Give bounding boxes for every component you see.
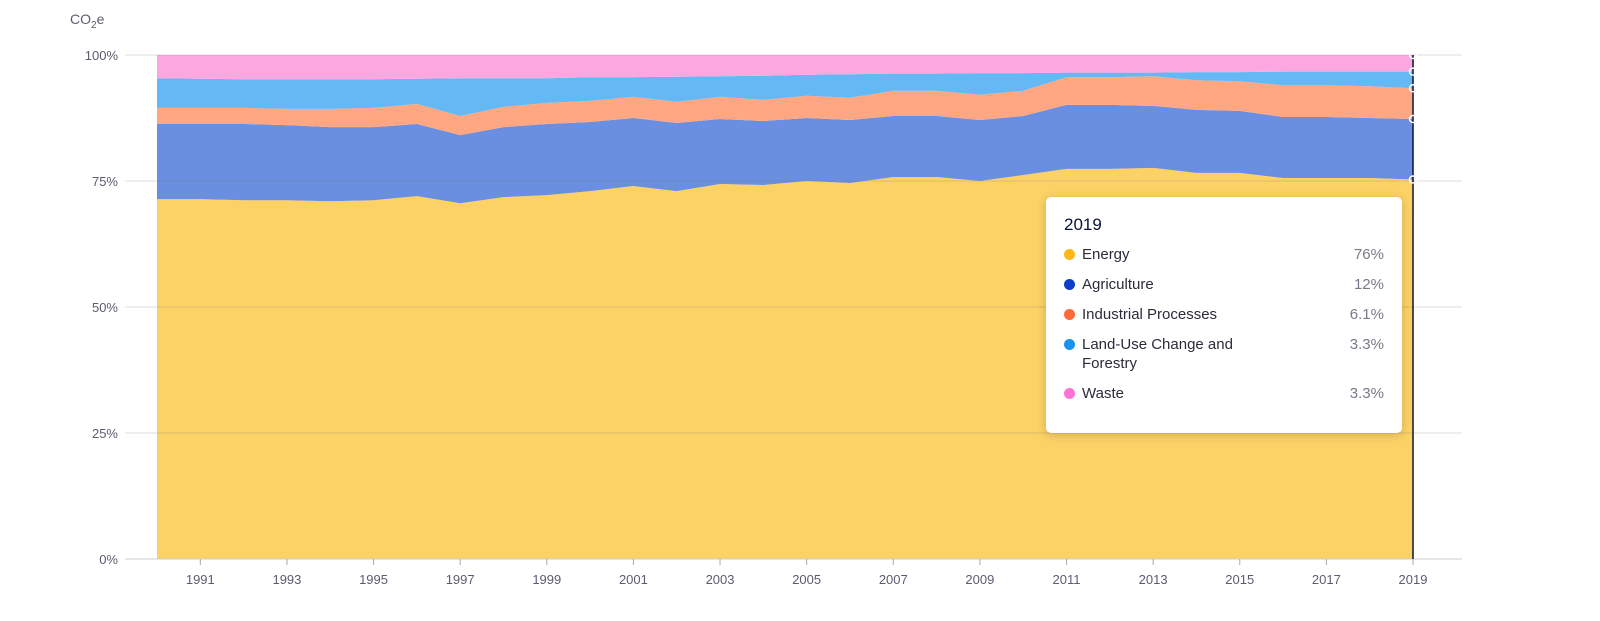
tooltip-series-value: 76% bbox=[1353, 246, 1384, 263]
hover-marker bbox=[1408, 114, 1418, 124]
tooltip-row: Waste 3.3% bbox=[1064, 384, 1384, 403]
tooltip-row: Industrial Processes 6.1% bbox=[1064, 305, 1384, 324]
hover-marker bbox=[1408, 50, 1418, 60]
legend-dot-icon bbox=[1064, 309, 1075, 320]
x-tick-label: 2017 bbox=[1312, 572, 1341, 587]
tooltip-series-name: Industrial Processes bbox=[1082, 306, 1218, 323]
legend-dot-icon bbox=[1064, 249, 1075, 260]
tooltip-row: Agriculture 12% bbox=[1064, 275, 1384, 294]
x-tick-label: 2009 bbox=[965, 572, 994, 587]
x-tick-label: 2003 bbox=[706, 572, 735, 587]
area-industrial-processes[interactable] bbox=[157, 76, 1413, 136]
hover-marker bbox=[1408, 175, 1418, 184]
x-tick-label: 2019 bbox=[1399, 572, 1428, 587]
x-tick-label: 2007 bbox=[879, 572, 908, 587]
hover-marker bbox=[1408, 84, 1418, 93]
x-tick-label: 2011 bbox=[1053, 572, 1081, 587]
tooltip-series-name: Agriculture bbox=[1082, 276, 1154, 293]
hover-marker bbox=[1408, 67, 1418, 76]
area-land-use-change-and-forestry[interactable] bbox=[157, 71, 1413, 116]
tooltip-series-name: Waste bbox=[1082, 385, 1124, 402]
legend-dot-icon bbox=[1064, 388, 1075, 399]
tooltip-year: 2019 bbox=[1064, 215, 1102, 234]
area-waste[interactable] bbox=[157, 55, 1413, 80]
x-tick-label: 2001 bbox=[619, 572, 648, 587]
y-axis-label: CO2e bbox=[70, 11, 105, 31]
x-tick-label: 2015 bbox=[1225, 572, 1254, 587]
x-tick-label: 1997 bbox=[446, 572, 475, 587]
tooltip: 2019 Energy 76% Agriculture 12% Industrial P… bbox=[1046, 197, 1402, 433]
tooltip-row: Energy 76% bbox=[1064, 245, 1384, 264]
legend-dot-icon bbox=[1064, 279, 1075, 290]
x-tick-label: 1993 bbox=[272, 572, 301, 587]
y-tick-label: 0% bbox=[99, 552, 118, 567]
legend-dot-icon bbox=[1064, 339, 1075, 350]
y-tick-label: 25% bbox=[92, 426, 118, 441]
x-tick-label: 2013 bbox=[1139, 572, 1168, 587]
y-tick-label: 50% bbox=[92, 300, 118, 315]
tooltip-series-name: Land-Use Change and Forestry bbox=[1082, 336, 1233, 372]
y-tick-label: 100% bbox=[85, 48, 119, 63]
y-axis: 0% 25% 50% 75% 100% bbox=[85, 48, 119, 567]
tooltip-series-name: Energy bbox=[1082, 246, 1130, 263]
x-tick-label: 2005 bbox=[792, 572, 821, 587]
tooltip-row: Land-Use Change and Forestry 3.3% bbox=[1064, 335, 1384, 373]
y-tick-label: 75% bbox=[92, 174, 118, 189]
x-axis: 1991 1993 1995 1997 1999 2001 2003 2005 2007 2009… bbox=[186, 559, 1428, 587]
x-tick-label: 1991 bbox=[186, 572, 215, 587]
tooltip-series-value: 3.3% bbox=[1349, 385, 1384, 402]
area-agriculture[interactable] bbox=[157, 104, 1413, 204]
tooltip-series-value: 6.1% bbox=[1349, 306, 1384, 323]
hover-line bbox=[1408, 50, 1418, 559]
tooltip-series-value: 3.3% bbox=[1349, 336, 1384, 353]
x-tick-label: 1995 bbox=[359, 572, 388, 587]
tooltip-series-value: 12% bbox=[1353, 276, 1384, 293]
x-tick-label: 1999 bbox=[532, 572, 561, 587]
